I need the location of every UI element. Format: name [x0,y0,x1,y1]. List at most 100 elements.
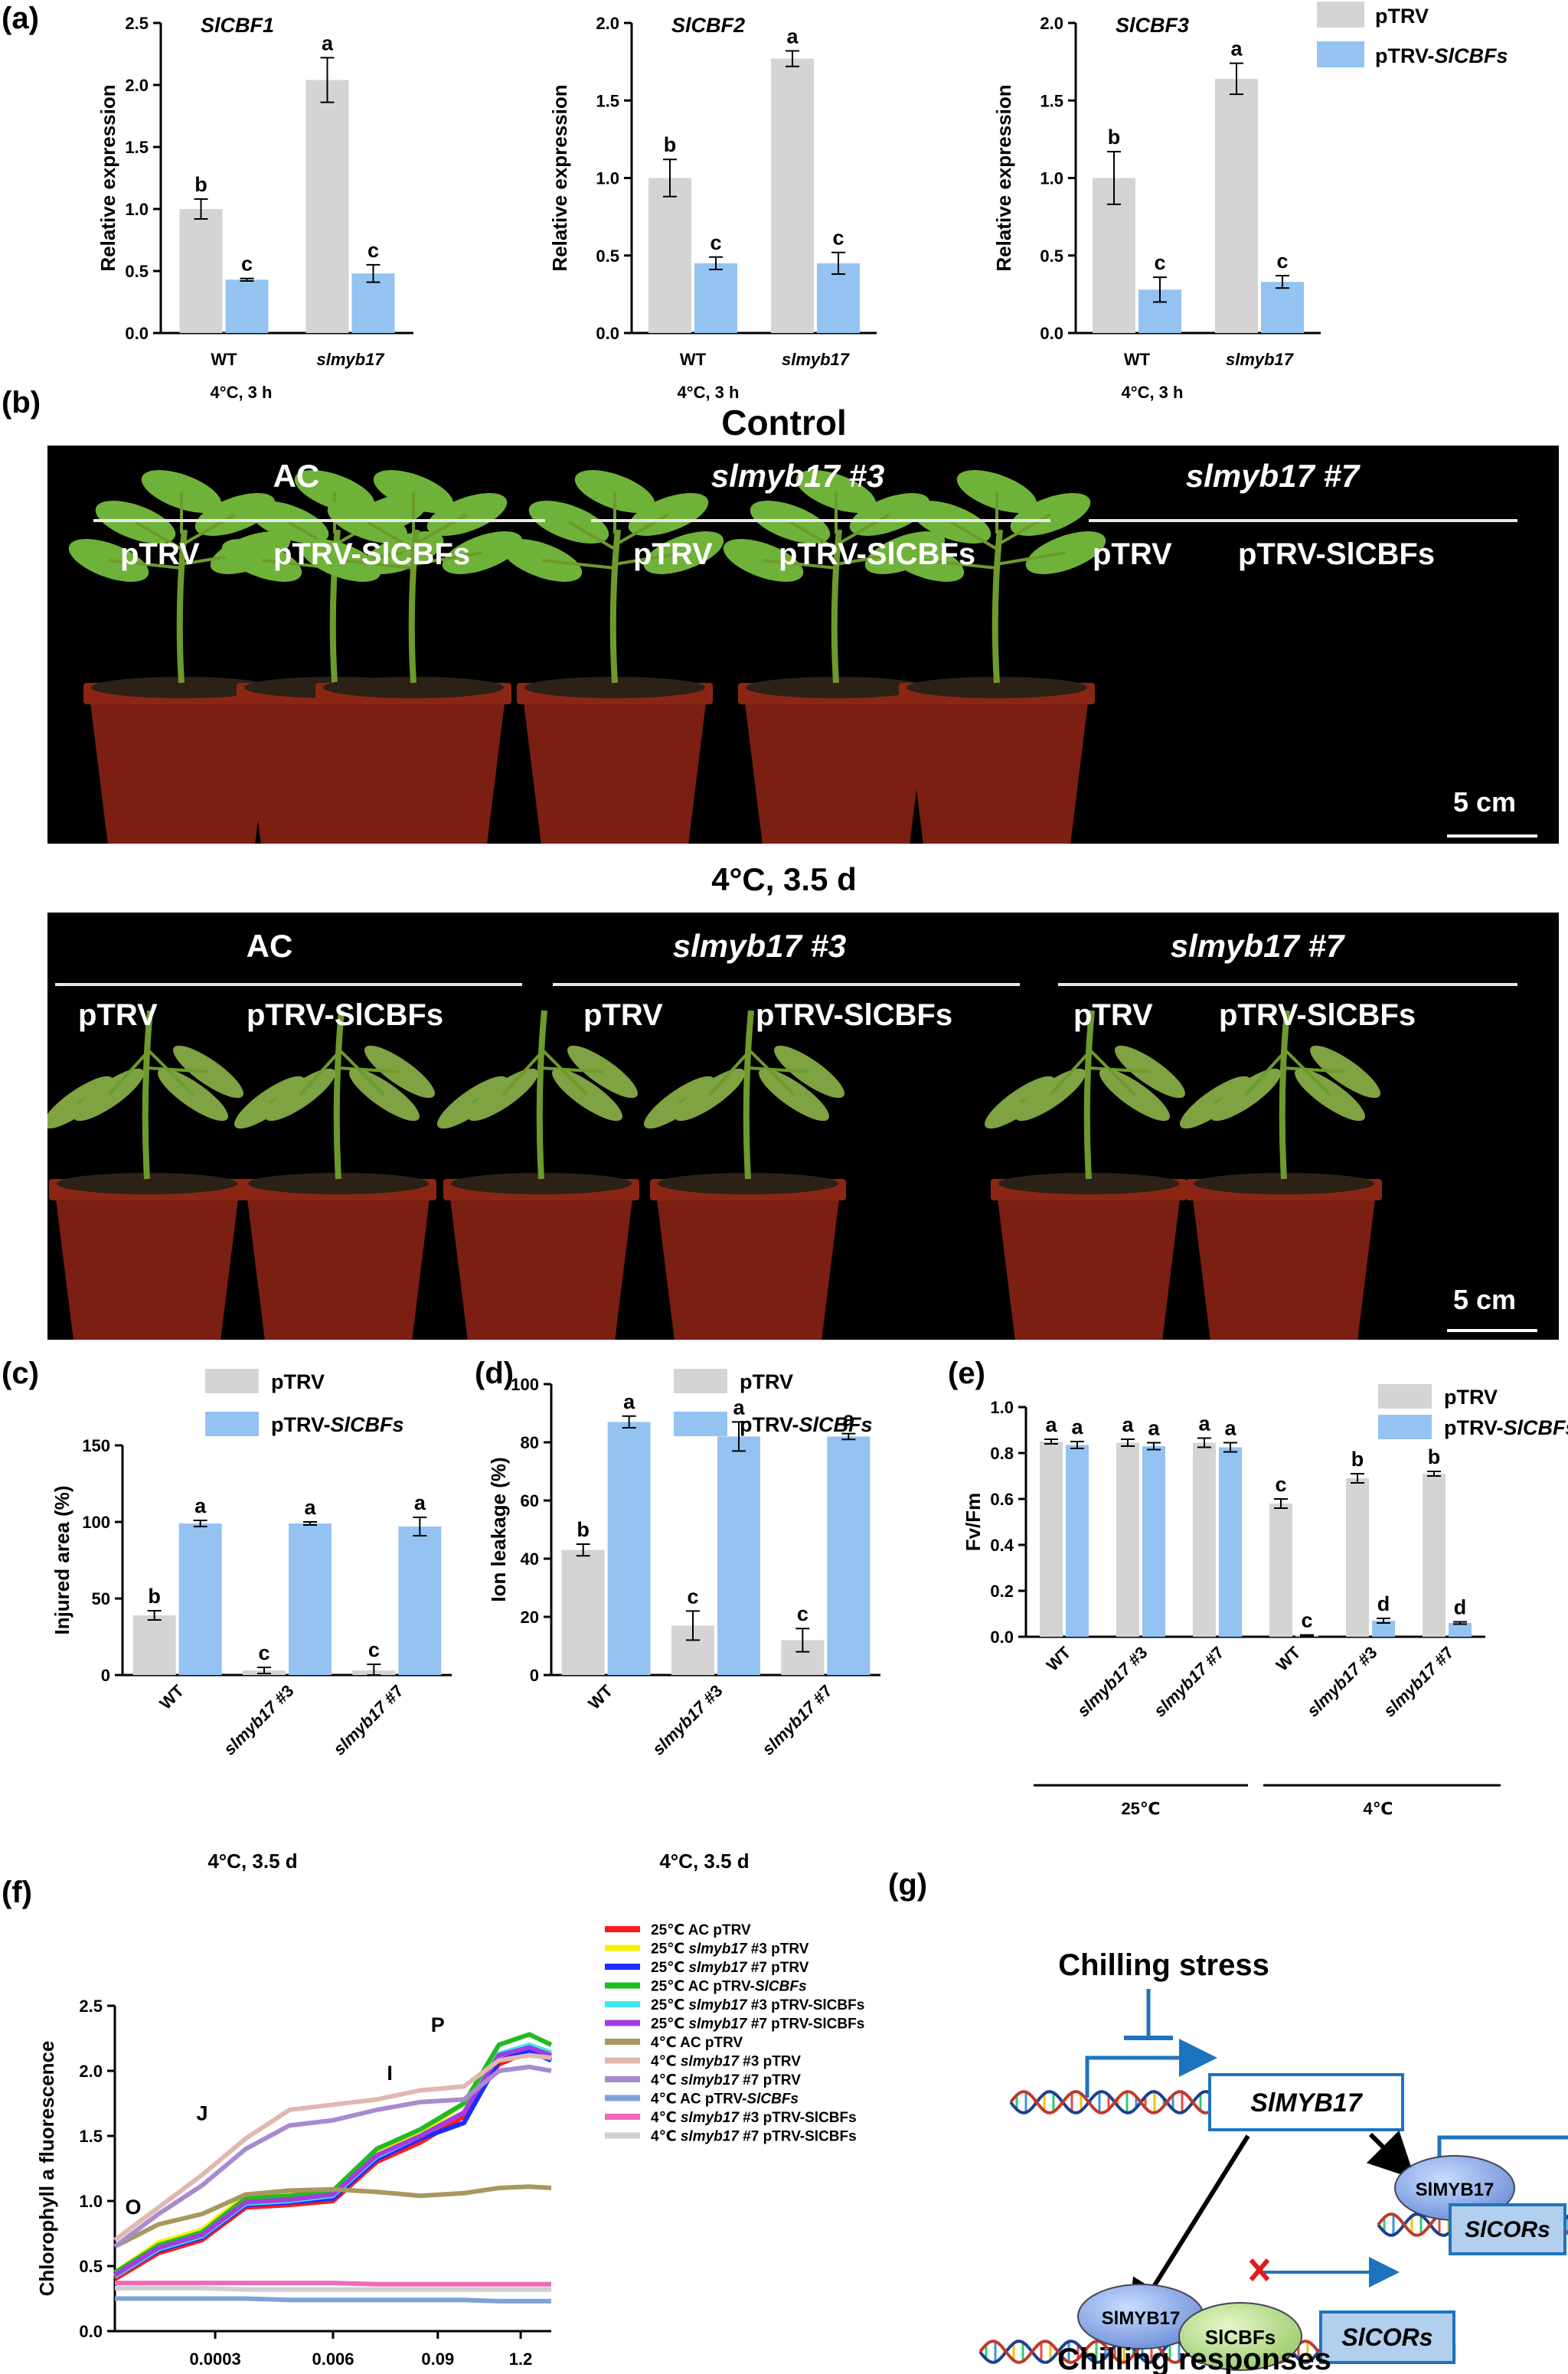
bar [1346,1478,1369,1637]
bar [289,1523,332,1675]
plant-stem [1083,1010,1095,1180]
legend-label: 25℃ AC pTRV [651,1922,751,1938]
phase-label-j: J [196,2102,207,2125]
plant-petiole [299,1051,340,1096]
chart-injured-area: 0 50 100 150 Injured area (%) b a WT c a slmyb17 #… [51,1369,452,1873]
plant-petiole [146,1066,209,1073]
plant-stem [536,1010,547,1180]
significance-label: a [786,24,799,47]
y-tick-label: 2.0 [125,76,149,95]
legend-label: 4℃ AC pTRV-SlCBFs [651,2092,799,2108]
legend-label: 25℃ slmyb17 #7 pTRV [651,1960,809,1976]
plant-pot [997,1193,1181,1340]
y-axis-title: Injured area (%) [51,1485,74,1634]
x-tick-label: slmyb17 [782,350,851,369]
x-tick-label: WT [211,350,237,369]
panel-label-e: (e) [948,1357,985,1390]
bar [717,1436,760,1675]
legend-label: pTRV-SlCBFs [1375,44,1508,67]
legend-swatch [205,1412,259,1436]
y-axis-title: Ion leakage (%) [487,1457,510,1602]
plant-stem [1279,1010,1290,1180]
plant-petiole [134,521,183,550]
x-tick-label: 0.006 [312,2350,354,2369]
y-axis-title: Relative expression [96,84,119,271]
legend-label: pTRV-SlCBFs [1444,1416,1568,1439]
panel-label-d: (d) [475,1357,514,1390]
y-tick-label: 0.0 [990,1628,1014,1647]
legend-label: 25℃ slmyb17 #7 pTRV-SlCBFs [651,2016,864,2033]
y-tick-label: 1.0 [990,1398,1014,1417]
y-tick-label: 0.0 [125,324,149,343]
group-label-slmyb17-7: slmyb17 #7 [1185,458,1360,494]
plant-pot [744,697,928,844]
bar [817,263,860,333]
plant-petiole [107,1051,149,1096]
plant-soil [57,1173,237,1194]
bar [398,1527,442,1675]
label-ptrv-slcbfs: pTRV-SlCBFs [756,998,953,1032]
significance-label: c [368,1638,380,1661]
slmyb17-gene-label: SlMYB17 [1250,2088,1364,2118]
y-tick-label: 0.0 [79,2322,103,2341]
bar [305,80,349,334]
label-ptrv: pTRV [633,537,713,571]
panel-label-a: (a) [2,2,39,35]
legend-swatch [205,1369,259,1393]
plant-pot [322,697,505,844]
y-tick-label: 2.5 [79,1997,103,2016]
plant-stem [991,529,1003,684]
bar [179,209,223,333]
plant-petiole [541,559,616,570]
legend-label: 25℃ slmyb17 #3 pTRV-SlCBFs [651,1997,864,2013]
series-line [113,2064,552,2248]
bar [1423,1474,1446,1637]
panel-label-b: (b) [2,386,41,420]
significance-label: c [1154,251,1165,274]
y-tick-label: 0.5 [596,247,619,266]
x-tick-label: slmyb17 #3 [648,1681,727,1759]
y-tick-label: 0.0 [1040,324,1063,343]
legend-label: 4℃ slmyb17 #7 pTRV [651,2072,801,2088]
y-tick-label: 0.2 [990,1582,1014,1601]
plant-pot [656,1193,840,1340]
group-label-ac: AC [246,928,293,964]
plant-soil [998,1173,1179,1194]
x-condition-label: 4°C, 3.5 d [207,1850,297,1873]
label-chilling-stress: Chilling stress [1058,1948,1269,1982]
legend-label: pTRV [1444,1386,1498,1409]
series-line [113,2045,553,2278]
x-tick-label: WT [1272,1642,1305,1674]
bar [694,263,737,333]
significance-label: a [1045,1413,1057,1436]
x-condition-label: 4°C, 3 h [678,383,740,402]
x-tick-label: slmyb17 #3 [1073,1643,1152,1721]
slcors-box-right [1449,2203,1566,2255]
plant-pot [523,697,707,844]
significance-label: b [194,173,207,196]
control-title: Control [721,403,847,442]
plant-petiole [1282,1047,1331,1096]
x-condition-label: 4°C, 3.5 d [659,1850,749,1873]
scale-label: 5 cm [1453,786,1517,818]
plant-soil [323,677,504,698]
plant-petiole [763,559,837,570]
legend-label: 4℃ slmyb17 #7 pTRV-SlCBFs [651,2129,857,2145]
slcors-box-bottom [1319,2310,1455,2364]
significance-label: b [664,133,677,156]
x-tick-label: slmyb17 [1226,350,1295,369]
significance-label: c [687,1585,698,1608]
x-condition-label: 4°C, 3 h [1122,383,1184,402]
bar [1215,78,1258,334]
group-rule [1089,519,1517,522]
plants-control-illustration [68,470,1106,844]
y-tick-label: 80 [521,1433,539,1452]
plant-petiole [340,559,414,570]
chart-ion-leakage: 0 20 40 60 80 100 Ion leakage (%) b a WT c a slmyb17… [487,1369,880,1873]
significance-label: b [148,1585,161,1608]
group-label-slmyb17-7: slmyb17 #7 [1170,928,1344,964]
label-ptrv-slcbfs: pTRV-SlCBFs [247,998,444,1032]
plant-petiole [1088,1066,1151,1073]
legend-label: 25℃ slmyb17 #3 pTRV [651,1941,809,1958]
